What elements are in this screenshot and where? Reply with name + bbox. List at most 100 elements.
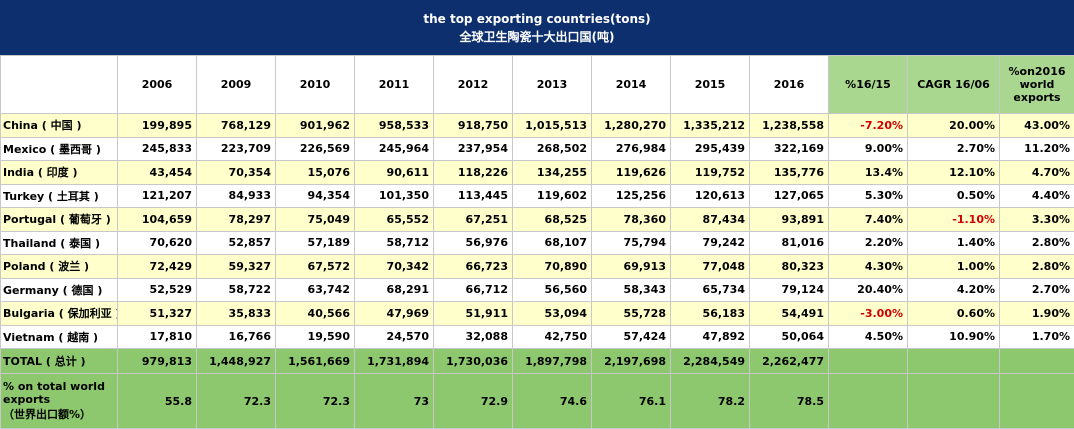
total-cell: 2,262,477: [750, 349, 829, 374]
value-cell: 120,613: [671, 184, 750, 208]
value-cell: 84,933: [197, 184, 276, 208]
value-cell: 56,560: [513, 278, 592, 302]
value-cell: 15,076: [276, 161, 355, 185]
value-cell: 75,794: [592, 231, 671, 255]
value-cell: 2.70%: [908, 137, 1000, 161]
value-cell: 1,015,513: [513, 114, 592, 138]
value-cell: 68,525: [513, 208, 592, 232]
value-cell: -1.10%: [908, 208, 1000, 232]
value-cell: 40,566: [276, 302, 355, 326]
value-cell: 67,572: [276, 255, 355, 279]
empty-cell: [1000, 349, 1074, 374]
value-cell: 47,969: [355, 302, 434, 326]
value-cell: 276,984: [592, 137, 671, 161]
column-header: 2015: [671, 56, 750, 114]
country-label: Vietnam ( 越南 ): [1, 325, 118, 349]
value-cell: 79,242: [671, 231, 750, 255]
value-cell: 1.00%: [908, 255, 1000, 279]
total-cell: 979,813: [118, 349, 197, 374]
empty-cell: [1000, 374, 1074, 429]
column-header: 2016: [750, 56, 829, 114]
value-cell: 1.40%: [908, 231, 1000, 255]
value-cell: 70,354: [197, 161, 276, 185]
subtitle: 全球卫生陶瓷十大出口国(吨): [0, 28, 1074, 46]
value-cell: 295,439: [671, 137, 750, 161]
value-cell: 54,491: [750, 302, 829, 326]
value-cell: 16,766: [197, 325, 276, 349]
value-cell: 17,810: [118, 325, 197, 349]
value-cell: 1.90%: [1000, 302, 1074, 326]
value-cell: 20.00%: [908, 114, 1000, 138]
value-cell: 65,734: [671, 278, 750, 302]
value-cell: 901,962: [276, 114, 355, 138]
column-header: CAGR 16/06: [908, 56, 1000, 114]
column-header: 2014: [592, 56, 671, 114]
value-cell: 32,088: [434, 325, 513, 349]
corner-cell: [1, 56, 118, 114]
value-cell: 134,255: [513, 161, 592, 185]
value-cell: 119,752: [671, 161, 750, 185]
share-cell: 74.6: [513, 374, 592, 429]
value-cell: 87,434: [671, 208, 750, 232]
value-cell: 90,611: [355, 161, 434, 185]
value-cell: 68,107: [513, 231, 592, 255]
value-cell: 1,280,270: [592, 114, 671, 138]
value-cell: -3.00%: [829, 302, 908, 326]
country-label: Turkey ( 土耳其 ): [1, 184, 118, 208]
value-cell: -7.20%: [829, 114, 908, 138]
country-label: Germany ( 德国 ): [1, 278, 118, 302]
value-cell: 101,350: [355, 184, 434, 208]
value-cell: 57,189: [276, 231, 355, 255]
value-cell: 52,857: [197, 231, 276, 255]
value-cell: 58,343: [592, 278, 671, 302]
column-header: 2006: [118, 56, 197, 114]
value-cell: 0.50%: [908, 184, 1000, 208]
share-label-note: （世界出口额%）: [3, 406, 113, 422]
value-cell: 57,424: [592, 325, 671, 349]
value-cell: 35,833: [197, 302, 276, 326]
value-cell: 52,529: [118, 278, 197, 302]
share-cell: 78.5: [750, 374, 829, 429]
value-cell: 223,709: [197, 137, 276, 161]
value-cell: 78,297: [197, 208, 276, 232]
value-cell: 19,590: [276, 325, 355, 349]
value-cell: 69,913: [592, 255, 671, 279]
total-cell: 1,731,894: [355, 349, 434, 374]
value-cell: 5.30%: [829, 184, 908, 208]
share-cell: 72.3: [197, 374, 276, 429]
value-cell: 3.30%: [1000, 208, 1074, 232]
empty-cell: [829, 349, 908, 374]
value-cell: 55,728: [592, 302, 671, 326]
value-cell: 93,891: [750, 208, 829, 232]
value-cell: 67,251: [434, 208, 513, 232]
value-cell: 1,238,558: [750, 114, 829, 138]
value-cell: 70,342: [355, 255, 434, 279]
value-cell: 245,833: [118, 137, 197, 161]
value-cell: 43,454: [118, 161, 197, 185]
empty-cell: [829, 374, 908, 429]
total-cell: 2,197,698: [592, 349, 671, 374]
value-cell: 199,895: [118, 114, 197, 138]
value-cell: 20.40%: [829, 278, 908, 302]
value-cell: 24,570: [355, 325, 434, 349]
value-cell: 51,327: [118, 302, 197, 326]
value-cell: 79,124: [750, 278, 829, 302]
value-cell: 2.70%: [1000, 278, 1074, 302]
value-cell: 4.40%: [1000, 184, 1074, 208]
value-cell: 81,016: [750, 231, 829, 255]
total-cell: 1,730,036: [434, 349, 513, 374]
share-label-text: % on total world exports: [3, 380, 113, 406]
value-cell: 958,533: [355, 114, 434, 138]
value-cell: 80,323: [750, 255, 829, 279]
total-label: TOTAL ( 总计 ): [1, 349, 118, 374]
country-label: China ( 中国 ): [1, 114, 118, 138]
value-cell: 4.20%: [908, 278, 1000, 302]
